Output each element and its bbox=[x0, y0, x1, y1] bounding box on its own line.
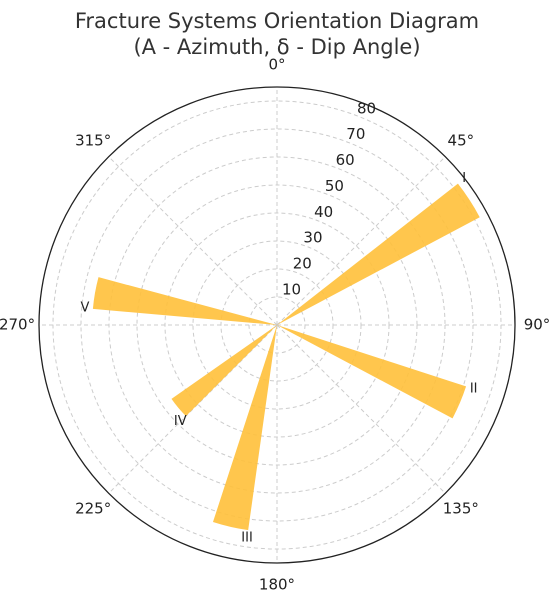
y-tick-label: 70 bbox=[346, 125, 365, 143]
bar bbox=[212, 325, 277, 531]
x-tick-label: 180° bbox=[259, 576, 295, 591]
grid-spoke bbox=[276, 324, 446, 494]
category-label: IV bbox=[174, 414, 187, 429]
bar bbox=[277, 325, 467, 419]
x-tick-label: 0° bbox=[268, 56, 285, 74]
y-tick-label: 40 bbox=[314, 203, 333, 221]
category-label: V bbox=[80, 301, 89, 316]
grid-spoke bbox=[276, 156, 446, 326]
category-label: II bbox=[470, 381, 478, 396]
category-label: III bbox=[241, 531, 253, 546]
x-tick-label: 225° bbox=[75, 499, 111, 517]
bar bbox=[171, 325, 277, 417]
x-tick-label: 45° bbox=[448, 132, 475, 150]
bar bbox=[92, 277, 277, 325]
grid-spoke bbox=[108, 324, 278, 494]
x-tick-label: 270° bbox=[0, 316, 35, 334]
category-label: I bbox=[462, 171, 466, 186]
y-tick-label: 30 bbox=[303, 229, 322, 247]
y-tick-label: 10 bbox=[282, 280, 301, 298]
x-tick-label: 315° bbox=[75, 132, 111, 150]
grid-spoke bbox=[108, 156, 278, 326]
bar bbox=[277, 183, 480, 325]
polar-frame bbox=[38, 86, 516, 564]
y-tick-label: 50 bbox=[325, 177, 344, 195]
y-tick-label: 60 bbox=[336, 151, 355, 169]
y-tick-label: 80 bbox=[357, 99, 376, 117]
x-tick-label: 90° bbox=[524, 316, 550, 334]
chart-subtitle: (A - Azimuth, δ - Dip Angle) bbox=[133, 35, 420, 59]
y-tick-label: 20 bbox=[293, 255, 312, 273]
x-tick-label: 135° bbox=[443, 499, 479, 517]
chart-title: Fracture Systems Orientation Diagram bbox=[75, 9, 479, 33]
